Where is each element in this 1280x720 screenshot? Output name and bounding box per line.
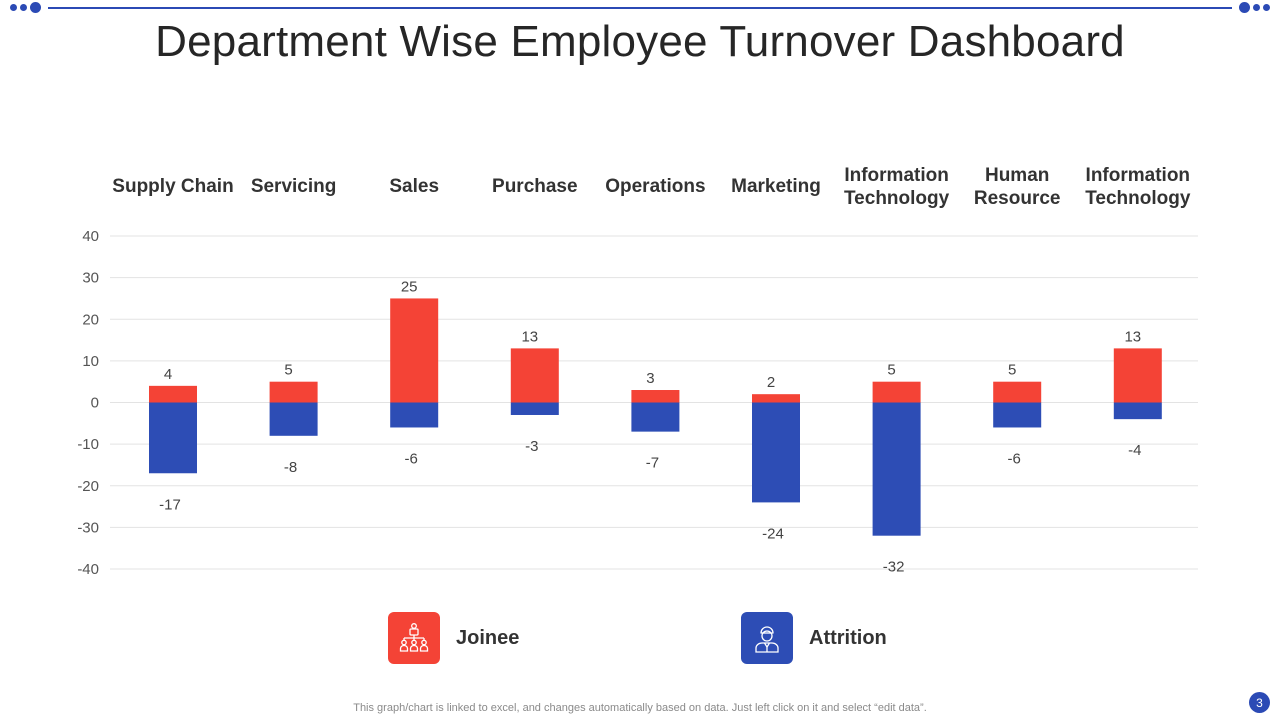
decorative-dots-right: [1239, 2, 1270, 13]
page-title: Department Wise Employee Turnover Dashbo…: [155, 17, 1125, 66]
bar-attrition: [872, 402, 921, 536]
bar-joinee: [149, 385, 197, 403]
data-label-attrition: -3: [525, 438, 538, 455]
data-label-attrition: -6: [405, 450, 418, 467]
data-label-joinee: 2: [767, 374, 775, 391]
page-number: 3: [1249, 692, 1270, 713]
bar-attrition: [1113, 402, 1162, 420]
data-label-joinee: 13: [521, 328, 538, 345]
legend-label: Attrition: [809, 626, 887, 649]
data-label-attrition: -24: [762, 525, 784, 542]
bar-attrition: [510, 402, 559, 415]
y-tick-label: 10: [82, 353, 99, 370]
data-label-joinee: 3: [646, 370, 654, 387]
decorative-dots-left: [10, 2, 41, 13]
data-label-attrition: -32: [883, 559, 905, 576]
data-label-joinee: 25: [401, 278, 418, 295]
data-label-joinee: 5: [887, 362, 895, 379]
y-tick-label: 40: [82, 228, 99, 245]
bar-attrition: [752, 402, 800, 503]
y-tick-label: 20: [82, 311, 99, 328]
y-tick-label: 30: [82, 270, 99, 287]
category-label: Information Technology: [1085, 165, 1191, 209]
data-label-joinee: 5: [284, 362, 292, 379]
bar-joinee: [631, 390, 680, 403]
header-divider-line: [48, 7, 1232, 9]
data-label-attrition: -7: [646, 455, 659, 472]
category-label: Sales: [389, 176, 439, 197]
bar-joinee: [269, 381, 318, 403]
legend-item-joinee[interactable]: Joinee: [388, 612, 519, 664]
y-tick-label: -20: [77, 478, 99, 495]
data-label-joinee: 4: [164, 366, 172, 383]
employee-person-icon: [741, 612, 793, 664]
y-tick-label: 0: [91, 395, 99, 412]
bar-attrition: [993, 402, 1042, 428]
bar-joinee: [510, 348, 559, 403]
data-label-joinee: 5: [1008, 362, 1016, 379]
bar-attrition: [631, 402, 680, 432]
data-label-attrition: -4: [1128, 442, 1141, 459]
bar-joinee: [993, 381, 1042, 403]
category-label: Operations: [605, 176, 705, 197]
bar-attrition: [149, 402, 197, 474]
category-label: Servicing: [251, 176, 337, 197]
bar-attrition: [390, 402, 439, 428]
category-label: Purchase: [492, 176, 578, 197]
category-label: Marketing: [731, 176, 821, 197]
data-label-joinee: 13: [1124, 328, 1141, 345]
y-tick-label: -30: [77, 519, 99, 536]
category-label: Human Resource: [974, 165, 1061, 209]
y-tick-label: -10: [77, 436, 99, 453]
turnover-bar-chart[interactable]: 40 30 20 10 0 -10 -20 -30 -40 Supply Chain 4 -17 Ser…: [0, 0, 1280, 600]
footnote: This graph/chart is linked to excel, and…: [353, 702, 927, 714]
organization-chart-icon: [388, 612, 440, 664]
category-label: Information Technology: [844, 165, 950, 209]
bar-attrition: [269, 402, 318, 436]
bar-joinee: [872, 381, 921, 403]
data-label-attrition: -6: [1008, 450, 1021, 467]
legend-label: Joinee: [456, 626, 520, 649]
bar-joinee: [752, 394, 800, 403]
category-label: Supply Chain: [112, 176, 233, 197]
bar-joinee: [1113, 348, 1162, 403]
legend-item-attrition[interactable]: Attrition: [741, 612, 887, 664]
data-label-attrition: -17: [159, 496, 181, 513]
bar-joinee: [390, 298, 439, 403]
y-tick-label: -40: [77, 561, 99, 578]
data-label-attrition: -8: [284, 459, 297, 476]
